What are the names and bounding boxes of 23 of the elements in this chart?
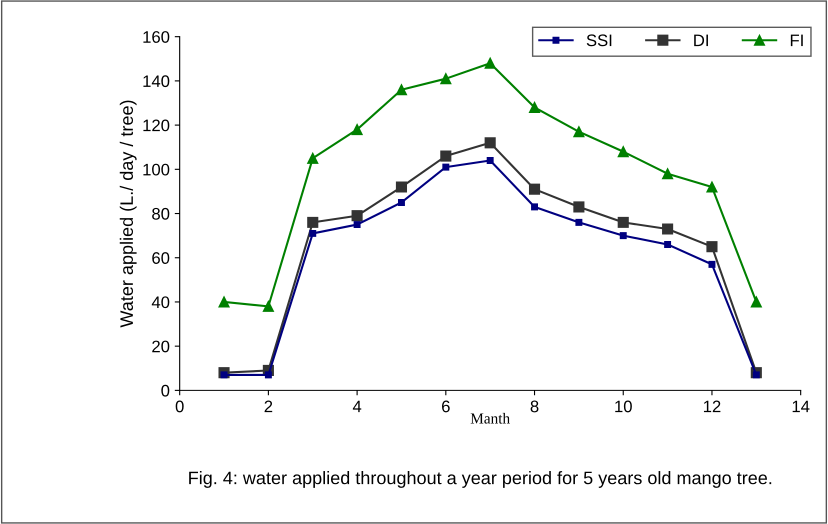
legend-label: SSI: [586, 34, 612, 46]
y-tick-label: 60: [152, 252, 170, 264]
x-tick-label: 0: [176, 400, 184, 412]
legend-label: DI: [694, 34, 708, 46]
x-tick-label: 6: [442, 400, 450, 412]
y-axis-title: Water applied (L./ day / tree): [120, 100, 137, 328]
y-tick-label: 160: [143, 31, 170, 43]
x-tick-label: 10: [615, 400, 632, 412]
y-tick-label: 0: [161, 384, 170, 397]
y-tick-label: 80: [152, 208, 170, 220]
y-tick-label: 100: [143, 164, 170, 176]
legend-label: FI: [790, 34, 803, 46]
x-tick-label: 8: [530, 400, 538, 412]
x-tick-label: 12: [704, 400, 720, 412]
y-tick-label: 120: [143, 120, 170, 132]
x-axis-title: Manth: [470, 412, 510, 424]
y-tick-label: 40: [152, 296, 170, 308]
x-tick-label: 14: [792, 400, 810, 412]
y-tick-label: 140: [143, 75, 170, 88]
x-tick-label: 2: [264, 400, 272, 412]
x-tick-label: 4: [352, 400, 362, 412]
caption: Fig. 4: water applied throughout a year period for 5 years old mango tree.: [189, 471, 772, 488]
y-tick-label: 20: [152, 340, 170, 352]
